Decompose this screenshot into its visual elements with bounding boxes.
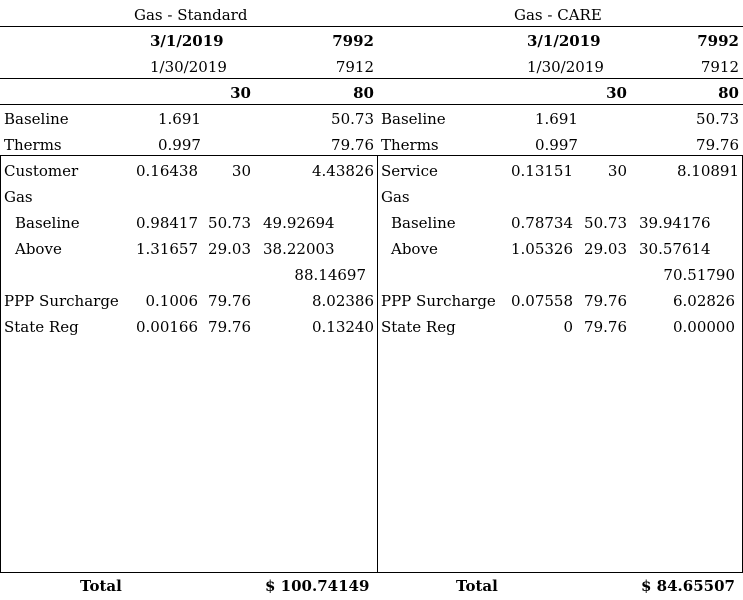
left-customer-qty: 30 — [231, 162, 251, 180]
right-gas-baseline-label: Baseline — [391, 214, 456, 232]
header-rule-top — [0, 26, 743, 27]
left-section-title: Gas - Standard — [134, 6, 248, 24]
left-gas-above-rate: 1.31657 — [135, 240, 198, 258]
left-customer-amount: 4.43826 — [311, 162, 374, 180]
left-read-start: 7912 — [335, 58, 374, 76]
right-state-amount: 0.00000 — [672, 318, 735, 336]
right-gas-label: Gas — [381, 188, 410, 206]
left-baseline-value: 50.73 — [331, 110, 374, 128]
left-state-qty: 79.76 — [208, 318, 251, 336]
right-days: 30 — [606, 84, 627, 102]
right-state-rate: 0 — [563, 318, 573, 336]
right-ppp-rate: 0.07558 — [510, 292, 573, 310]
right-service-rate: 0.13151 — [510, 162, 573, 180]
right-total-value: $ 84.65507 — [641, 577, 735, 595]
left-ppp-rate: 0.1006 — [145, 292, 199, 310]
left-baseline-label: Baseline — [4, 110, 69, 128]
right-baseline-value: 50.73 — [696, 110, 739, 128]
header-rule-dates — [0, 78, 743, 79]
right-state-qty: 79.76 — [584, 318, 627, 336]
right-ppp-qty: 79.76 — [584, 292, 627, 310]
left-gas-above-amount: 38.22003 — [263, 240, 335, 258]
left-therms-label: Therms — [4, 136, 62, 154]
right-service-amount: 8.10891 — [676, 162, 739, 180]
left-state-amount: 0.13240 — [311, 318, 374, 336]
right-read-end: 7992 — [697, 32, 739, 50]
right-therms-value: 79.76 — [696, 136, 739, 154]
left-gas-baseline-rate: 0.98417 — [135, 214, 198, 232]
left-therms-rate: 0.997 — [158, 136, 201, 154]
left-customer-label: Customer — [4, 162, 79, 180]
right-gas-baseline-amount: 39.94176 — [639, 214, 711, 232]
left-gas-baseline-qty: 50.73 — [208, 214, 251, 232]
right-therms-rate: 0.997 — [535, 136, 578, 154]
right-gas-above-qty: 29.03 — [584, 240, 627, 258]
left-gas-label: Gas — [4, 188, 33, 206]
right-baseline-label: Baseline — [381, 110, 446, 128]
right-gas-above-label: Above — [391, 240, 438, 258]
right-therms-label: Therms — [381, 136, 439, 154]
right-gas-above-rate: 1.05326 — [510, 240, 573, 258]
header-rule-usage — [0, 104, 743, 105]
left-ppp-qty: 79.76 — [208, 292, 251, 310]
left-usage: 80 — [353, 84, 374, 102]
left-gas-baseline-label: Baseline — [15, 214, 80, 232]
right-service-label: Service — [381, 162, 438, 180]
right-date-end: 3/1/2019 — [527, 32, 601, 50]
right-gas-baseline-qty: 50.73 — [584, 214, 627, 232]
left-baseline-rate: 1.691 — [158, 110, 201, 128]
right-service-qty: 30 — [607, 162, 627, 180]
left-read-end: 7992 — [332, 32, 374, 50]
left-total-label: Total — [80, 577, 122, 595]
left-customer-rate: 0.16438 — [135, 162, 198, 180]
left-therms-value: 79.76 — [331, 136, 374, 154]
right-date-start: 1/30/2019 — [527, 58, 604, 76]
right-ppp-label: PPP Surcharge — [381, 292, 496, 310]
right-gas-baseline-rate: 0.78734 — [510, 214, 573, 232]
right-usage: 80 — [718, 84, 739, 102]
left-days: 30 — [230, 84, 251, 102]
left-gas-above-label: Above — [15, 240, 62, 258]
right-state-label: State Reg — [381, 318, 456, 336]
left-date-end: 3/1/2019 — [150, 32, 224, 50]
left-gas-subtotal: 88.14697 — [294, 266, 366, 284]
left-gas-above-qty: 29.03 — [208, 240, 251, 258]
left-state-label: State Reg — [4, 318, 79, 336]
right-read-start: 7912 — [700, 58, 739, 76]
right-baseline-rate: 1.691 — [535, 110, 578, 128]
left-ppp-label: PPP Surcharge — [4, 292, 119, 310]
left-date-start: 1/30/2019 — [150, 58, 227, 76]
left-total-value: $ 100.74149 — [265, 577, 370, 595]
right-ppp-amount: 6.02826 — [672, 292, 735, 310]
left-gas-baseline-amount: 49.92694 — [263, 214, 335, 232]
right-gas-above-amount: 30.57614 — [639, 240, 711, 258]
left-ppp-amount: 8.02386 — [311, 292, 374, 310]
left-state-rate: 0.00166 — [135, 318, 198, 336]
right-section-title: Gas - CARE — [514, 6, 602, 24]
right-total-label: Total — [456, 577, 498, 595]
right-gas-subtotal: 70.51790 — [663, 266, 735, 284]
